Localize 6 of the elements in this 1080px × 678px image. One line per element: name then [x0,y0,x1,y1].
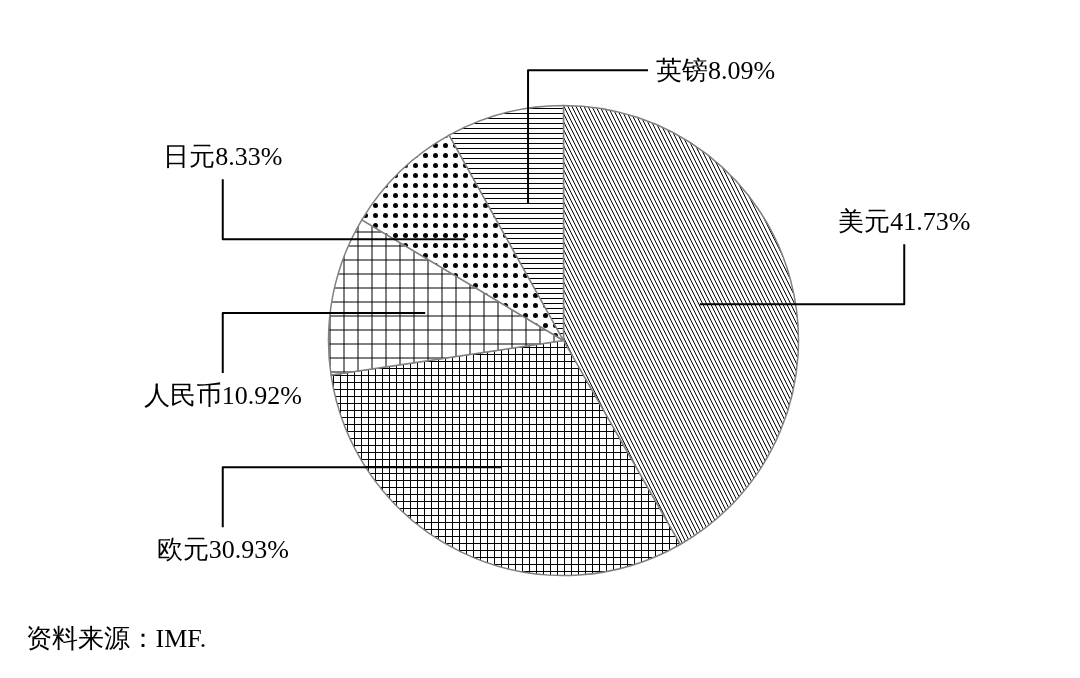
slice-label: 欧元30.93% [156,535,289,565]
slice-label: 人民币10.92% [143,381,302,411]
text: 资料来源：IMF. [25,624,207,653]
slice-label: 英镑8.09% [656,55,776,85]
slice-label: 美元41.73% [838,207,971,237]
slice-label: 日元8.33% [163,142,283,172]
